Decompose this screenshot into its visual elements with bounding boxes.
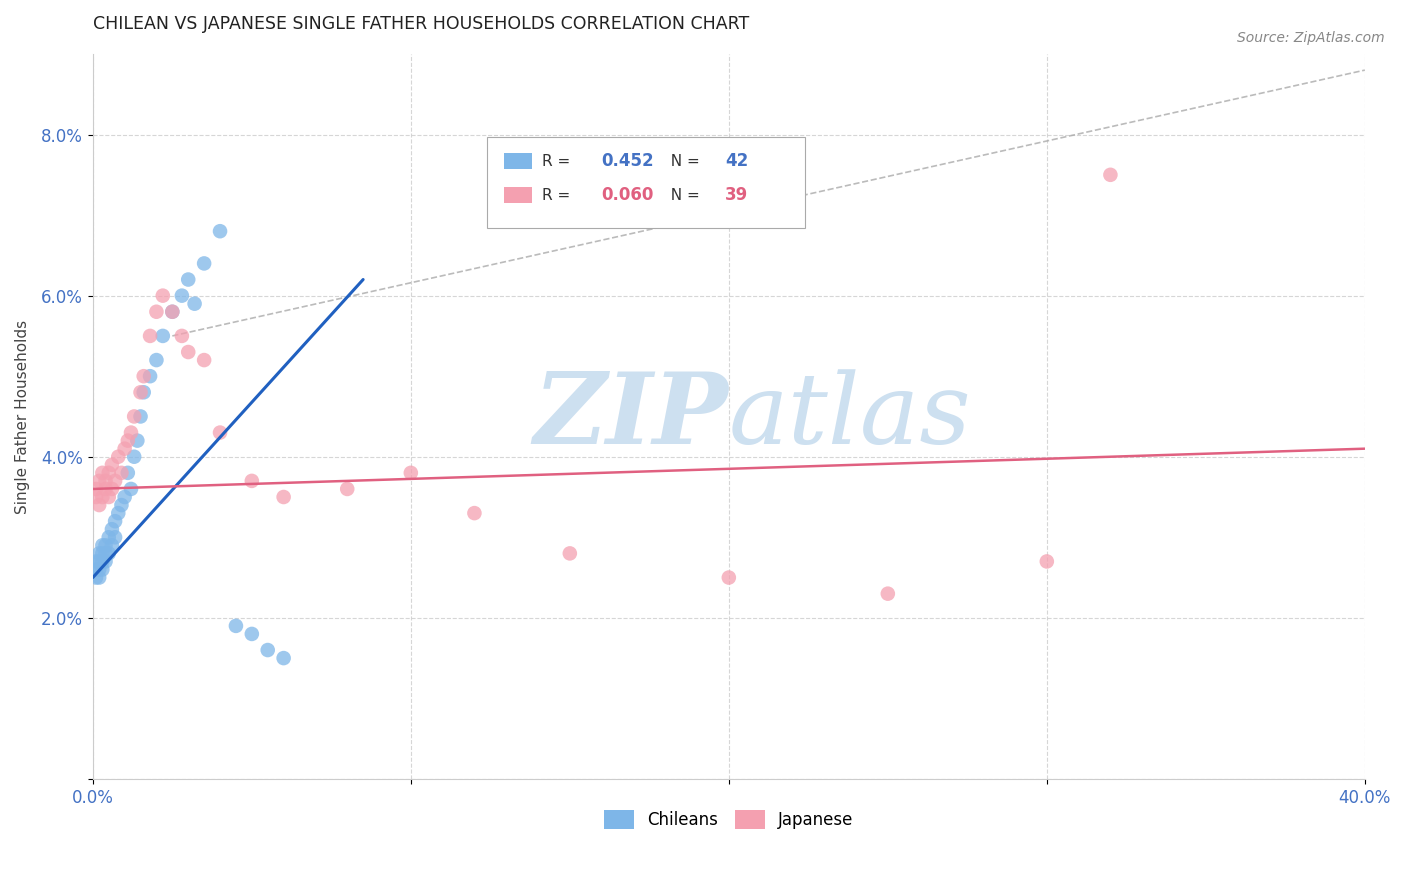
Point bbox=[91, 466, 114, 480]
Point bbox=[89, 546, 111, 560]
Point bbox=[97, 466, 120, 480]
Point bbox=[94, 546, 117, 560]
Text: 42: 42 bbox=[725, 153, 748, 170]
Point bbox=[101, 482, 124, 496]
Text: Source: ZipAtlas.com: Source: ZipAtlas.com bbox=[1237, 31, 1385, 45]
Point bbox=[193, 256, 215, 270]
Text: atlas: atlas bbox=[728, 368, 972, 464]
Text: R =: R = bbox=[541, 153, 575, 169]
Point bbox=[336, 482, 359, 496]
Point bbox=[91, 562, 114, 576]
Point bbox=[273, 651, 295, 665]
Point bbox=[162, 304, 184, 318]
Point bbox=[104, 514, 127, 528]
Point bbox=[273, 490, 295, 504]
Point bbox=[132, 385, 155, 400]
Point bbox=[170, 329, 193, 343]
Point bbox=[129, 409, 152, 424]
Point bbox=[177, 272, 200, 286]
Point bbox=[97, 546, 120, 560]
Point bbox=[256, 643, 278, 657]
Point bbox=[120, 425, 142, 440]
Point bbox=[240, 474, 263, 488]
Point bbox=[110, 466, 132, 480]
Point bbox=[162, 304, 184, 318]
Point bbox=[84, 490, 107, 504]
Point bbox=[110, 498, 132, 512]
Y-axis label: Single Father Households: Single Father Households bbox=[15, 319, 30, 514]
Point bbox=[1036, 554, 1059, 568]
Point bbox=[84, 554, 107, 568]
Point bbox=[193, 353, 215, 368]
Point bbox=[876, 587, 898, 601]
Point bbox=[94, 482, 117, 496]
Point bbox=[117, 434, 139, 448]
Point bbox=[91, 538, 114, 552]
Point bbox=[104, 530, 127, 544]
Point bbox=[89, 570, 111, 584]
Text: R =: R = bbox=[541, 188, 575, 202]
Point bbox=[91, 490, 114, 504]
Point bbox=[120, 482, 142, 496]
Point bbox=[177, 345, 200, 359]
Point bbox=[152, 288, 174, 302]
Text: 0.060: 0.060 bbox=[602, 186, 654, 204]
Point bbox=[104, 474, 127, 488]
Point bbox=[101, 538, 124, 552]
Point bbox=[183, 296, 205, 310]
Point bbox=[127, 434, 149, 448]
Point bbox=[145, 304, 167, 318]
Text: ZIP: ZIP bbox=[534, 368, 728, 465]
Point bbox=[463, 506, 485, 520]
Point bbox=[89, 562, 111, 576]
Point bbox=[139, 329, 162, 343]
Point bbox=[132, 369, 155, 384]
Point bbox=[399, 466, 422, 480]
Point bbox=[84, 570, 107, 584]
Point bbox=[558, 546, 581, 560]
Point bbox=[208, 425, 231, 440]
Point bbox=[89, 498, 111, 512]
Legend: Chileans, Japanese: Chileans, Japanese bbox=[598, 803, 860, 836]
Point bbox=[122, 409, 145, 424]
Point bbox=[94, 474, 117, 488]
Point bbox=[208, 224, 231, 238]
Point bbox=[91, 546, 114, 560]
Text: 39: 39 bbox=[725, 186, 748, 204]
Point bbox=[139, 369, 162, 384]
Point bbox=[152, 329, 174, 343]
Point bbox=[84, 562, 107, 576]
Point bbox=[225, 619, 247, 633]
Point bbox=[97, 490, 120, 504]
Text: 0.452: 0.452 bbox=[602, 153, 654, 170]
Point bbox=[97, 530, 120, 544]
Point bbox=[114, 442, 136, 456]
Point bbox=[240, 627, 263, 641]
Text: N =: N = bbox=[661, 188, 704, 202]
Point bbox=[107, 506, 129, 520]
Point bbox=[91, 554, 114, 568]
Text: CHILEAN VS JAPANESE SINGLE FATHER HOUSEHOLDS CORRELATION CHART: CHILEAN VS JAPANESE SINGLE FATHER HOUSEH… bbox=[93, 15, 749, 33]
Point bbox=[170, 288, 193, 302]
Point bbox=[94, 538, 117, 552]
Point bbox=[107, 450, 129, 464]
FancyBboxPatch shape bbox=[503, 187, 531, 203]
Point bbox=[89, 474, 111, 488]
Point bbox=[89, 554, 111, 568]
Text: N =: N = bbox=[661, 153, 704, 169]
Point bbox=[122, 450, 145, 464]
Point bbox=[94, 554, 117, 568]
Point bbox=[114, 490, 136, 504]
Point bbox=[101, 458, 124, 472]
Point bbox=[117, 466, 139, 480]
Point bbox=[101, 522, 124, 536]
Point bbox=[129, 385, 152, 400]
FancyBboxPatch shape bbox=[503, 153, 531, 169]
Point bbox=[1099, 168, 1122, 182]
Point bbox=[145, 353, 167, 368]
FancyBboxPatch shape bbox=[486, 137, 806, 228]
Point bbox=[717, 570, 740, 584]
Point bbox=[84, 482, 107, 496]
